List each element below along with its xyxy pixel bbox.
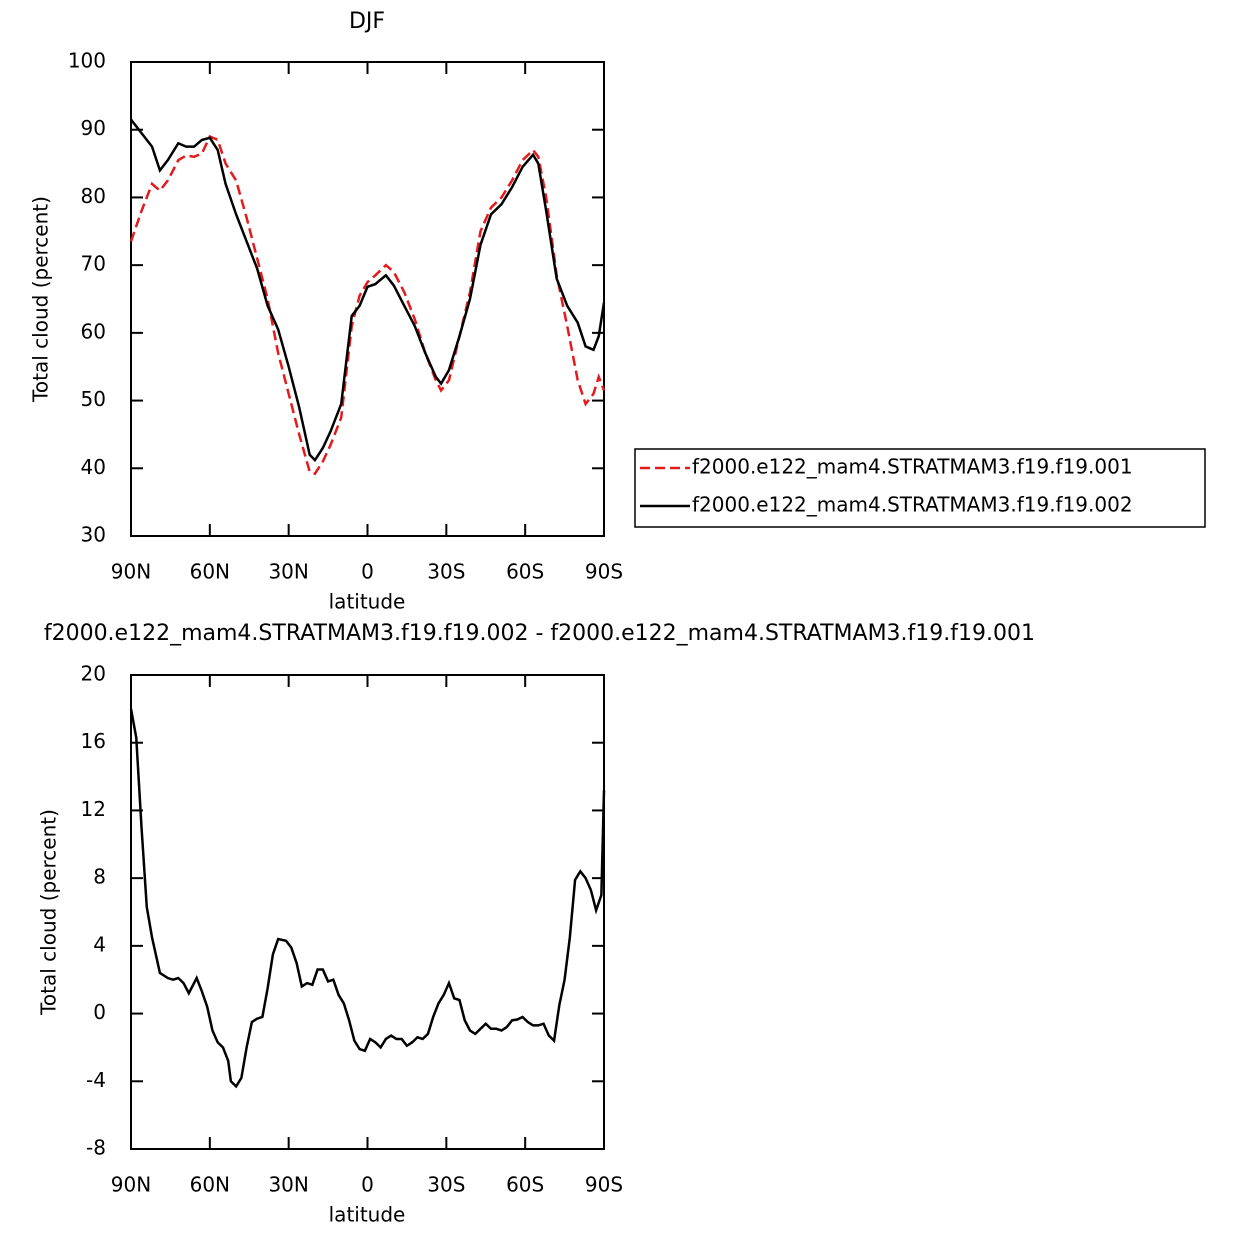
y-tick-label: 12 <box>81 797 106 821</box>
chart-title: f2000.e122_mam4.STRATMAM3.f19.f19.002 - … <box>44 621 1035 646</box>
y-tick-label: 0 <box>93 1000 106 1024</box>
x-tick-label: 0 <box>361 1173 374 1197</box>
y-axis-label: Total cloud (percent) <box>29 196 53 403</box>
y-tick-label: 8 <box>93 865 106 889</box>
legend-label: f2000.e122_mam4.STRATMAM3.f19.f19.001 <box>692 455 1133 479</box>
x-axis-label: latitude <box>329 1203 406 1227</box>
x-axis-label: latitude <box>329 590 406 614</box>
x-tick-label: 30N <box>268 1173 308 1197</box>
y-tick-label: 16 <box>81 729 106 753</box>
x-tick-label: 90N <box>111 560 151 584</box>
x-tick-label: 30S <box>427 560 465 584</box>
y-tick-label: 100 <box>68 49 106 73</box>
x-tick-label: 60N <box>190 1173 230 1197</box>
y-tick-label: 70 <box>81 252 106 276</box>
data-line <box>130 118 606 463</box>
y-tick-label: -4 <box>86 1068 106 1092</box>
y-tick-label: 50 <box>81 387 106 411</box>
x-tick-label: 90S <box>585 1173 623 1197</box>
x-tick-label: 30S <box>427 1173 465 1197</box>
x-tick-label: 60N <box>190 560 230 584</box>
x-tick-label: 30N <box>268 560 308 584</box>
y-tick-label: 60 <box>81 319 106 343</box>
y-tick-label: 20 <box>81 662 106 686</box>
x-tick-label: 90S <box>585 560 623 584</box>
data-line <box>129 708 606 1089</box>
x-tick-label: 90N <box>111 1173 151 1197</box>
x-tick-label: 60S <box>506 560 544 584</box>
y-axis-label: Total cloud (percent) <box>37 809 61 1016</box>
legend-box <box>634 448 1206 528</box>
y-tick-label: -8 <box>86 1136 106 1160</box>
x-tick-label: 0 <box>361 560 374 584</box>
y-tick-label: 90 <box>81 116 106 140</box>
x-tick-label: 60S <box>506 1173 544 1197</box>
y-tick-label: 80 <box>81 184 106 208</box>
legend-label: f2000.e122_mam4.STRATMAM3.f19.f19.002 <box>692 493 1133 517</box>
data-line <box>129 134 606 476</box>
y-tick-label: 4 <box>93 932 106 956</box>
y-tick-label: 30 <box>81 523 106 547</box>
plot-frame <box>130 61 605 537</box>
y-tick-label: 40 <box>81 455 106 479</box>
plot-frame <box>130 674 605 1150</box>
chart-title: DJF <box>349 9 385 34</box>
